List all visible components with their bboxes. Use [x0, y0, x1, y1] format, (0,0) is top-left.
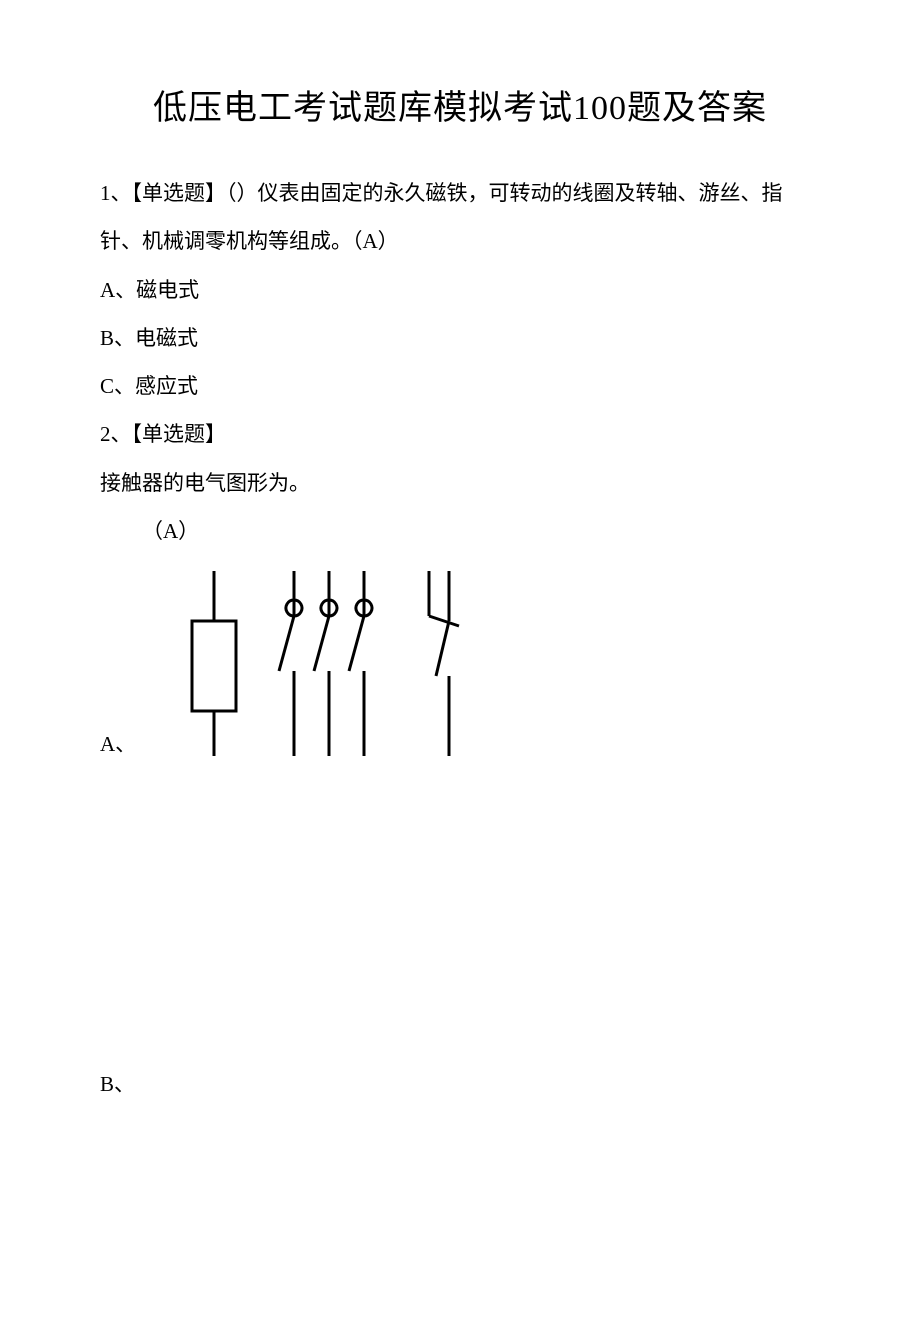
q2-option-a-label: A、 [100, 734, 136, 761]
q2-option-a-row: A、 [100, 561, 820, 761]
document-page: 低压电工考试题库模拟考试100题及答案 1、【单选题】（）仪表由固定的永久磁铁，… [0, 0, 920, 1322]
q1-stem: 1、【单选题】（）仪表由固定的永久磁铁，可转动的线圈及转轴、游丝、指针、机械调零… [100, 169, 820, 266]
q2-option-b-row: B、 [100, 901, 820, 1101]
q2-answer-indicator: （A） [100, 507, 820, 555]
q2-header: 2、【单选题】 [100, 410, 820, 458]
contactor-svg-icon [144, 561, 484, 761]
q1-option-b: B、电磁式 [100, 314, 820, 362]
q1-option-c: C、感应式 [100, 362, 820, 410]
q2-stem: 接触器的电气图形为。 [100, 459, 820, 507]
q2-option-b-label: B、 [100, 1074, 135, 1101]
page-title: 低压电工考试题库模拟考试100题及答案 [100, 80, 820, 129]
q2-option-b-diagram-placeholder [143, 901, 483, 1101]
q1-option-a: A、磁电式 [100, 266, 820, 314]
contactor-symbol-diagram [144, 561, 484, 761]
